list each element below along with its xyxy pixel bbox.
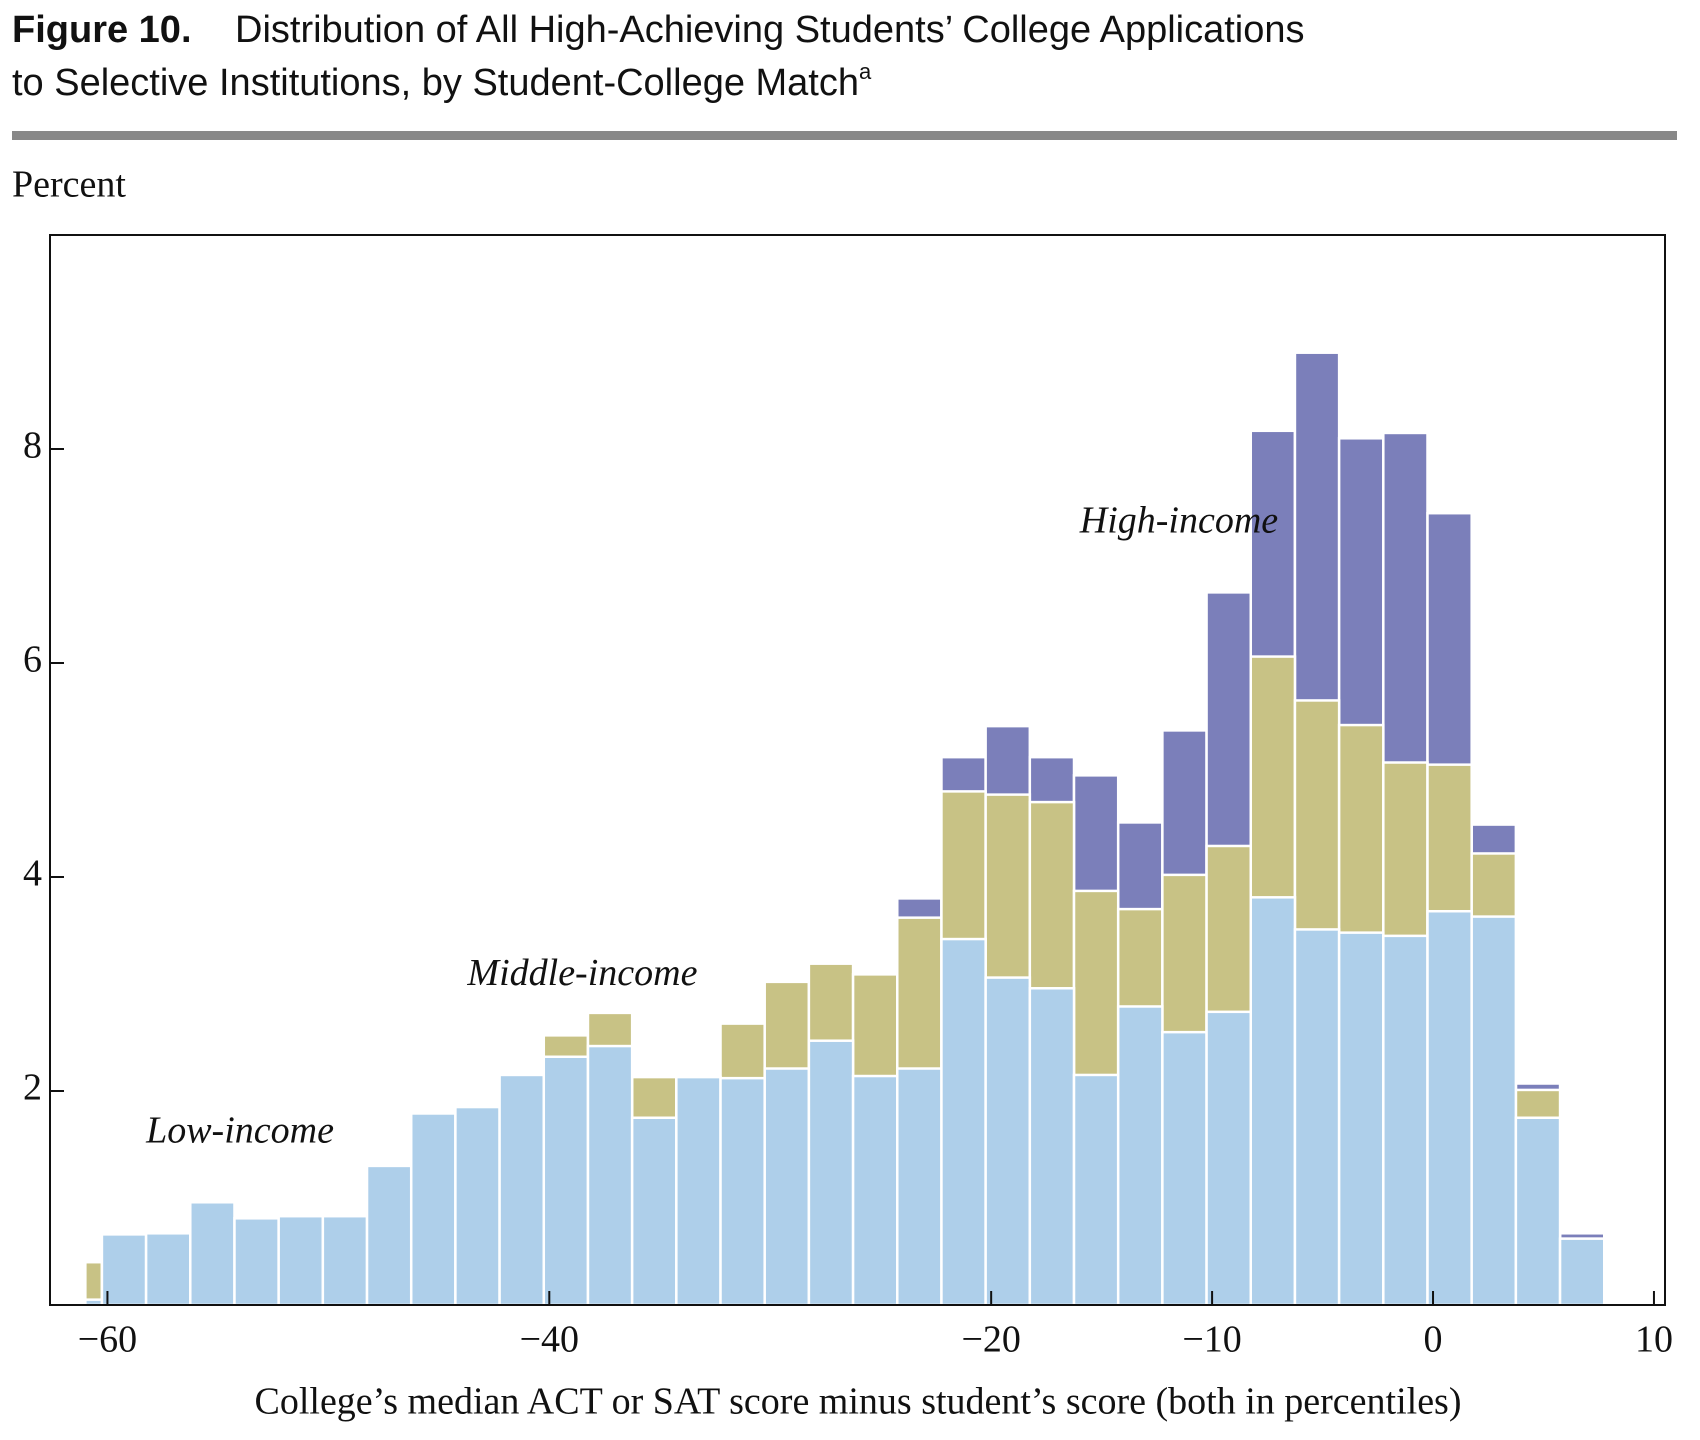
x-axis-label: College’s median ACT or SAT score minus … (254, 1381, 1461, 1423)
bar (984, 976, 1032, 1307)
bar (1028, 987, 1076, 1307)
plot-frame (49, 234, 1666, 1306)
series-annotation: Middle-income (466, 952, 697, 994)
bar (542, 1055, 590, 1307)
bar (1558, 1237, 1606, 1307)
bar (1470, 915, 1518, 1307)
bar (1205, 1010, 1253, 1307)
bar (409, 1112, 457, 1307)
x-tick-label: −40 (520, 1319, 579, 1361)
title-label: Figure 10. (12, 9, 192, 51)
bar (586, 1044, 634, 1307)
series-annotation: Low-income (145, 1110, 334, 1152)
bar (630, 1116, 678, 1307)
y-axis-label: Percent (12, 164, 126, 206)
bar (1072, 1073, 1120, 1307)
chart-title: Distribution of All High-Achieving Stude… (235, 9, 1305, 51)
bar (144, 1232, 192, 1307)
bar (321, 1214, 369, 1307)
bar (1161, 1030, 1208, 1307)
bar (233, 1217, 280, 1307)
x-tick-label: 10 (1635, 1319, 1673, 1361)
bar (807, 1039, 855, 1307)
bar (1249, 896, 1297, 1307)
bar (277, 1214, 325, 1307)
bar (896, 1067, 943, 1307)
y-tick-label: 8 (23, 425, 42, 467)
bar (851, 1074, 899, 1307)
bar (940, 937, 987, 1307)
bar (763, 1067, 811, 1307)
x-tick-label: −20 (961, 1319, 1020, 1361)
bar (454, 1105, 501, 1307)
bar (1116, 1005, 1164, 1307)
series-annotation: High-income (1079, 500, 1279, 542)
title-rule (12, 131, 1677, 140)
title-note: a (859, 59, 872, 84)
y-tick-label: 4 (23, 853, 42, 895)
bar (1426, 909, 1473, 1307)
bar (1337, 931, 1385, 1307)
bar (189, 1201, 236, 1307)
chart-title-line2: to Selective Institutions, by Student-Co… (12, 59, 872, 104)
x-tick-label: 0 (1424, 1319, 1443, 1361)
title-text: to Selective Institutions, by Student-Co… (12, 62, 859, 104)
bar (1382, 934, 1429, 1307)
bar (498, 1073, 546, 1307)
bar (365, 1164, 413, 1307)
bar (100, 1233, 148, 1307)
bar (675, 1075, 722, 1307)
bar (719, 1076, 766, 1307)
y-tick-label: 2 (23, 1067, 42, 1109)
bar (1514, 1116, 1562, 1307)
x-tick-label: −10 (1182, 1319, 1241, 1361)
x-tick-label: −60 (78, 1319, 137, 1361)
bar (1293, 928, 1341, 1307)
y-tick-label: 6 (23, 639, 42, 681)
